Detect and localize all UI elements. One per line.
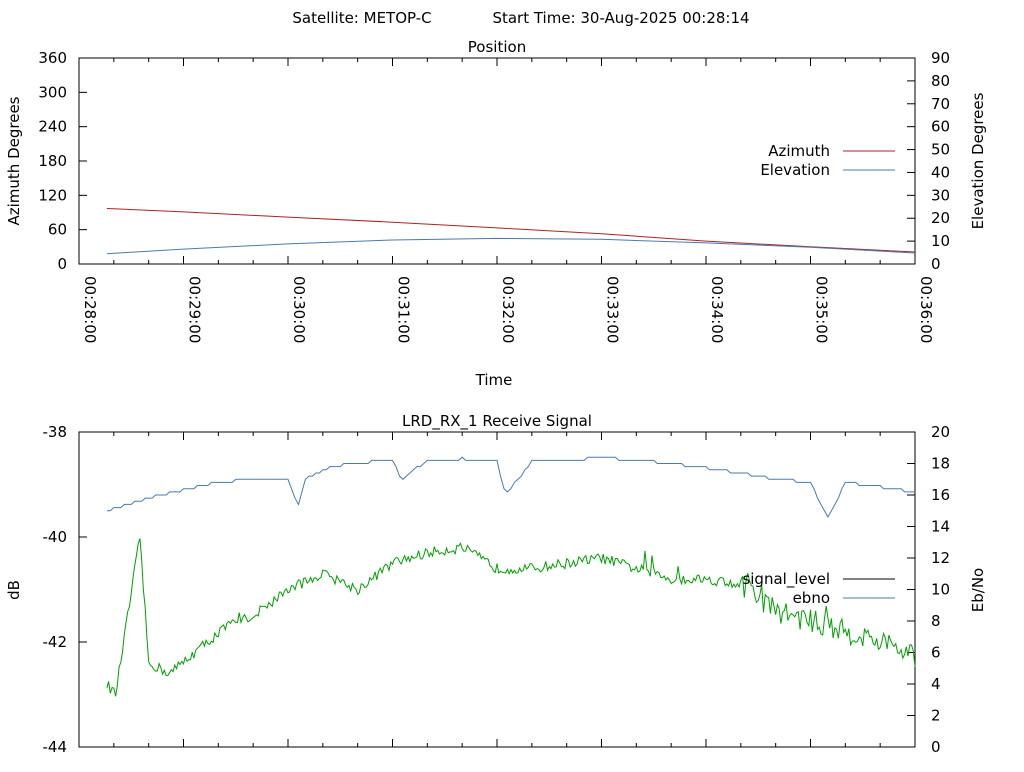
ebno-axis-label: Eb/No: [969, 568, 987, 612]
signal-level-line: [106, 538, 916, 697]
azimuth-tick-label: 360: [38, 49, 67, 67]
ebno-tick-label: 20: [931, 423, 950, 441]
time-tick-label: 00:28:00: [81, 276, 99, 343]
azimuth-tick-label: 120: [38, 186, 67, 204]
time-tick-label: 00:35:00: [813, 276, 831, 343]
position-chart: 0 60 120 180 240 300 360 0 10 20 30 40 50 60 70 80 90 00:…: [38, 49, 950, 343]
signal-chart-title: LRD_RX_1 Receive Signal: [402, 412, 592, 431]
legend-signal-level-label: signal_level: [742, 570, 830, 589]
elevation-tick-label: 30: [931, 186, 950, 204]
elevation-tick-label: 0: [931, 255, 941, 273]
db-tick-label: -40: [43, 528, 68, 546]
satellite-label: Satellite: METOP-C: [292, 9, 431, 27]
elevation-tick-label: 80: [931, 72, 950, 90]
elevation-tick-label: 50: [931, 141, 950, 159]
ebno-tick-label: 8: [931, 612, 941, 630]
db-tick-label: -42: [43, 633, 68, 651]
time-tick-label: 00:36:00: [917, 276, 935, 343]
time-tick-label: 00:31:00: [395, 276, 413, 343]
db-tick-label: -44: [43, 738, 68, 756]
ebno-tick-label: 0: [931, 738, 941, 756]
elevation-tick-label: 90: [931, 49, 950, 67]
db-tick-label: -38: [43, 423, 68, 441]
db-axis-label: dB: [5, 580, 23, 600]
ebno-tick-label: 14: [931, 518, 950, 536]
time-tick-label: 00:33:00: [604, 276, 622, 343]
position-x-axis-label: Time: [475, 371, 513, 389]
elevation-tick-label: 70: [931, 95, 950, 113]
azimuth-tick-label: 60: [48, 221, 67, 239]
ebno-tick-label: 12: [931, 549, 950, 567]
elevation-line: [106, 237, 916, 255]
time-tick-label: 00:30:00: [290, 276, 308, 343]
ebno-tick-label: 18: [931, 455, 950, 473]
azimuth-tick-label: 300: [38, 83, 67, 101]
azimuth-line: [106, 208, 916, 253]
azimuth-axis-label: Azimuth Degrees: [5, 96, 23, 225]
azimuth-tick-label: 0: [57, 255, 67, 273]
ebno-tick-label: 16: [931, 486, 950, 504]
position-chart-title: Position: [468, 38, 526, 56]
signal-chart: -44 -42 -40 -38 0 2 4 6 8 10 12 14 16 18 20 signal_leve…: [43, 423, 951, 756]
ebno-tick-label: 10: [931, 581, 950, 599]
start-time-label: Start Time: 30-Aug-2025 00:28:14: [492, 9, 749, 27]
time-tick-label: 00:29:00: [186, 276, 204, 343]
azimuth-tick-label: 180: [38, 152, 67, 170]
legend-azimuth-label: Azimuth: [768, 142, 830, 160]
elevation-tick-label: 40: [931, 163, 950, 181]
legend-elevation-label: Elevation: [760, 161, 830, 179]
ebno-tick-label: 2: [931, 707, 941, 725]
time-tick-label: 00:32:00: [499, 276, 517, 343]
time-tick-label: 00:34:00: [708, 276, 726, 343]
azimuth-tick-label: 240: [38, 118, 67, 136]
elevation-tick-label: 60: [931, 118, 950, 136]
elevation-tick-label: 10: [931, 232, 950, 250]
ebno-line: [106, 456, 915, 519]
ebno-tick-label: 4: [931, 675, 941, 693]
elevation-axis-label: Elevation Degrees: [969, 92, 987, 229]
ebno-tick-label: 6: [931, 644, 941, 662]
elevation-tick-label: 20: [931, 209, 950, 227]
legend-ebno-label: ebno: [793, 589, 830, 607]
